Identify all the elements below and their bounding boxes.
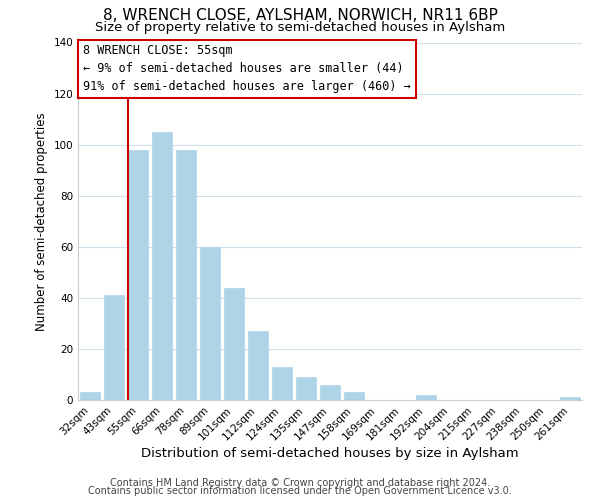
Bar: [320, 384, 340, 400]
X-axis label: Distribution of semi-detached houses by size in Aylsham: Distribution of semi-detached houses by …: [141, 448, 519, 460]
Bar: [224, 288, 244, 400]
Text: Size of property relative to semi-detached houses in Aylsham: Size of property relative to semi-detach…: [95, 22, 505, 35]
Text: Contains public sector information licensed under the Open Government Licence v3: Contains public sector information licen…: [88, 486, 512, 496]
Bar: [200, 247, 220, 400]
Bar: [248, 331, 268, 400]
Bar: [416, 395, 436, 400]
Text: 8 WRENCH CLOSE: 55sqm
← 9% of semi-detached houses are smaller (44)
91% of semi-: 8 WRENCH CLOSE: 55sqm ← 9% of semi-detac…: [83, 44, 411, 94]
Text: 8, WRENCH CLOSE, AYLSHAM, NORWICH, NR11 6BP: 8, WRENCH CLOSE, AYLSHAM, NORWICH, NR11 …: [103, 8, 497, 22]
Bar: [152, 132, 172, 400]
Text: Contains HM Land Registry data © Crown copyright and database right 2024.: Contains HM Land Registry data © Crown c…: [110, 478, 490, 488]
Bar: [176, 150, 196, 400]
Bar: [560, 398, 580, 400]
Bar: [344, 392, 364, 400]
Bar: [272, 367, 292, 400]
Bar: [128, 150, 148, 400]
Bar: [296, 377, 316, 400]
Bar: [104, 296, 124, 400]
Bar: [80, 392, 100, 400]
Y-axis label: Number of semi-detached properties: Number of semi-detached properties: [35, 112, 48, 330]
